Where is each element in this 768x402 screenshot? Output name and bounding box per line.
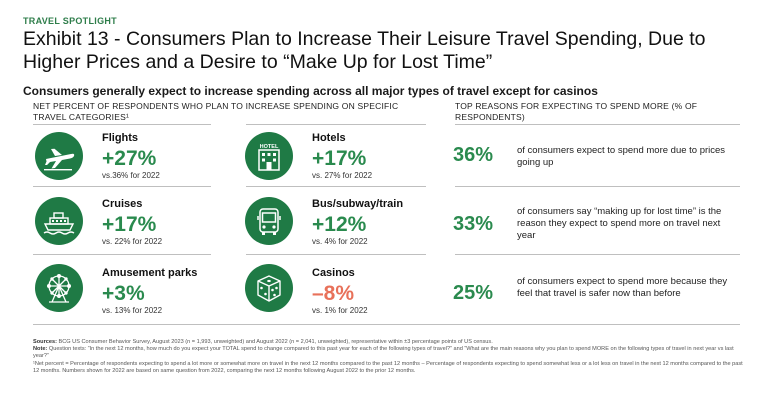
divider: [455, 254, 740, 255]
reason-percent: 25%: [453, 282, 494, 304]
divider: [33, 124, 211, 125]
reason-percent: 36%: [453, 144, 494, 166]
airplane-icon: [35, 132, 83, 180]
category-prev-value: vs.36% for 2022: [102, 171, 160, 180]
category-name: Bus/subway/train: [312, 198, 404, 210]
note-text: Question texts: “In the next 12 months, …: [33, 346, 734, 360]
category-prev-value: vs. 1% for 2022: [312, 306, 368, 315]
category-value: –8%: [312, 282, 355, 305]
category-name: Hotels: [312, 132, 346, 144]
cruise-ship-icon: [35, 197, 83, 245]
footnote-text: ¹Net percent = Percentage of respondents…: [33, 360, 743, 374]
category-value: +17%: [312, 147, 367, 170]
left-column-header: NET PERCENT OF RESPONDENTS WHO PLAN TO I…: [33, 101, 399, 122]
category-prev-value: vs. 4% for 2022: [312, 237, 368, 246]
category-prev-value: vs. 13% for 2022: [102, 306, 163, 315]
footnotes: Sources: BCG US Consumer Behavior Survey…: [33, 339, 745, 375]
divider: [246, 124, 426, 125]
category-value: +27%: [102, 147, 157, 170]
reason-text: of consumers expect to spend more due to…: [517, 145, 726, 168]
category-name: Flights: [102, 132, 139, 144]
category-name: Casinos: [312, 267, 355, 279]
kicker-label: TRAVEL SPOTLIGHT: [23, 16, 117, 26]
divider: [455, 124, 740, 125]
category-value: +12%: [312, 213, 367, 236]
divider: [33, 254, 211, 255]
subtitle: Consumers generally expect to increase s…: [23, 84, 598, 98]
hotel-sign-text: HOTEL: [260, 144, 279, 150]
reason-text: of consumers expect to spend more becaus…: [517, 276, 728, 299]
sources-text: BCG US Consumer Behavior Survey, August …: [58, 339, 493, 345]
category-name: Cruises: [102, 198, 143, 210]
reason-text: of consumers say “making up for lost tim…: [517, 206, 722, 241]
dice-icon: [245, 264, 293, 312]
bus-icon: [245, 197, 293, 245]
category-value: +17%: [102, 213, 157, 236]
ferris-wheel-icon: [35, 264, 83, 312]
category-prev-value: vs. 27% for 2022: [312, 171, 373, 180]
reason-percent: 33%: [453, 213, 494, 235]
divider: [246, 186, 426, 187]
divider: [455, 186, 740, 187]
category-name: Amusement parks: [102, 267, 198, 279]
page-title: Exhibit 13 - Consumers Plan to Increase …: [23, 28, 706, 73]
category-value: +3%: [102, 282, 145, 305]
note-label: Note:: [33, 346, 48, 353]
sources-label: Sources:: [33, 339, 57, 345]
hotel-icon: HOTEL: [245, 132, 293, 180]
category-prev-value: vs. 22% for 2022: [102, 237, 163, 246]
divider: [246, 254, 426, 255]
divider: [33, 186, 211, 187]
right-column-header: TOP REASONS FOR EXPECTING TO SPEND MORE …: [455, 101, 698, 122]
divider: [33, 324, 740, 325]
